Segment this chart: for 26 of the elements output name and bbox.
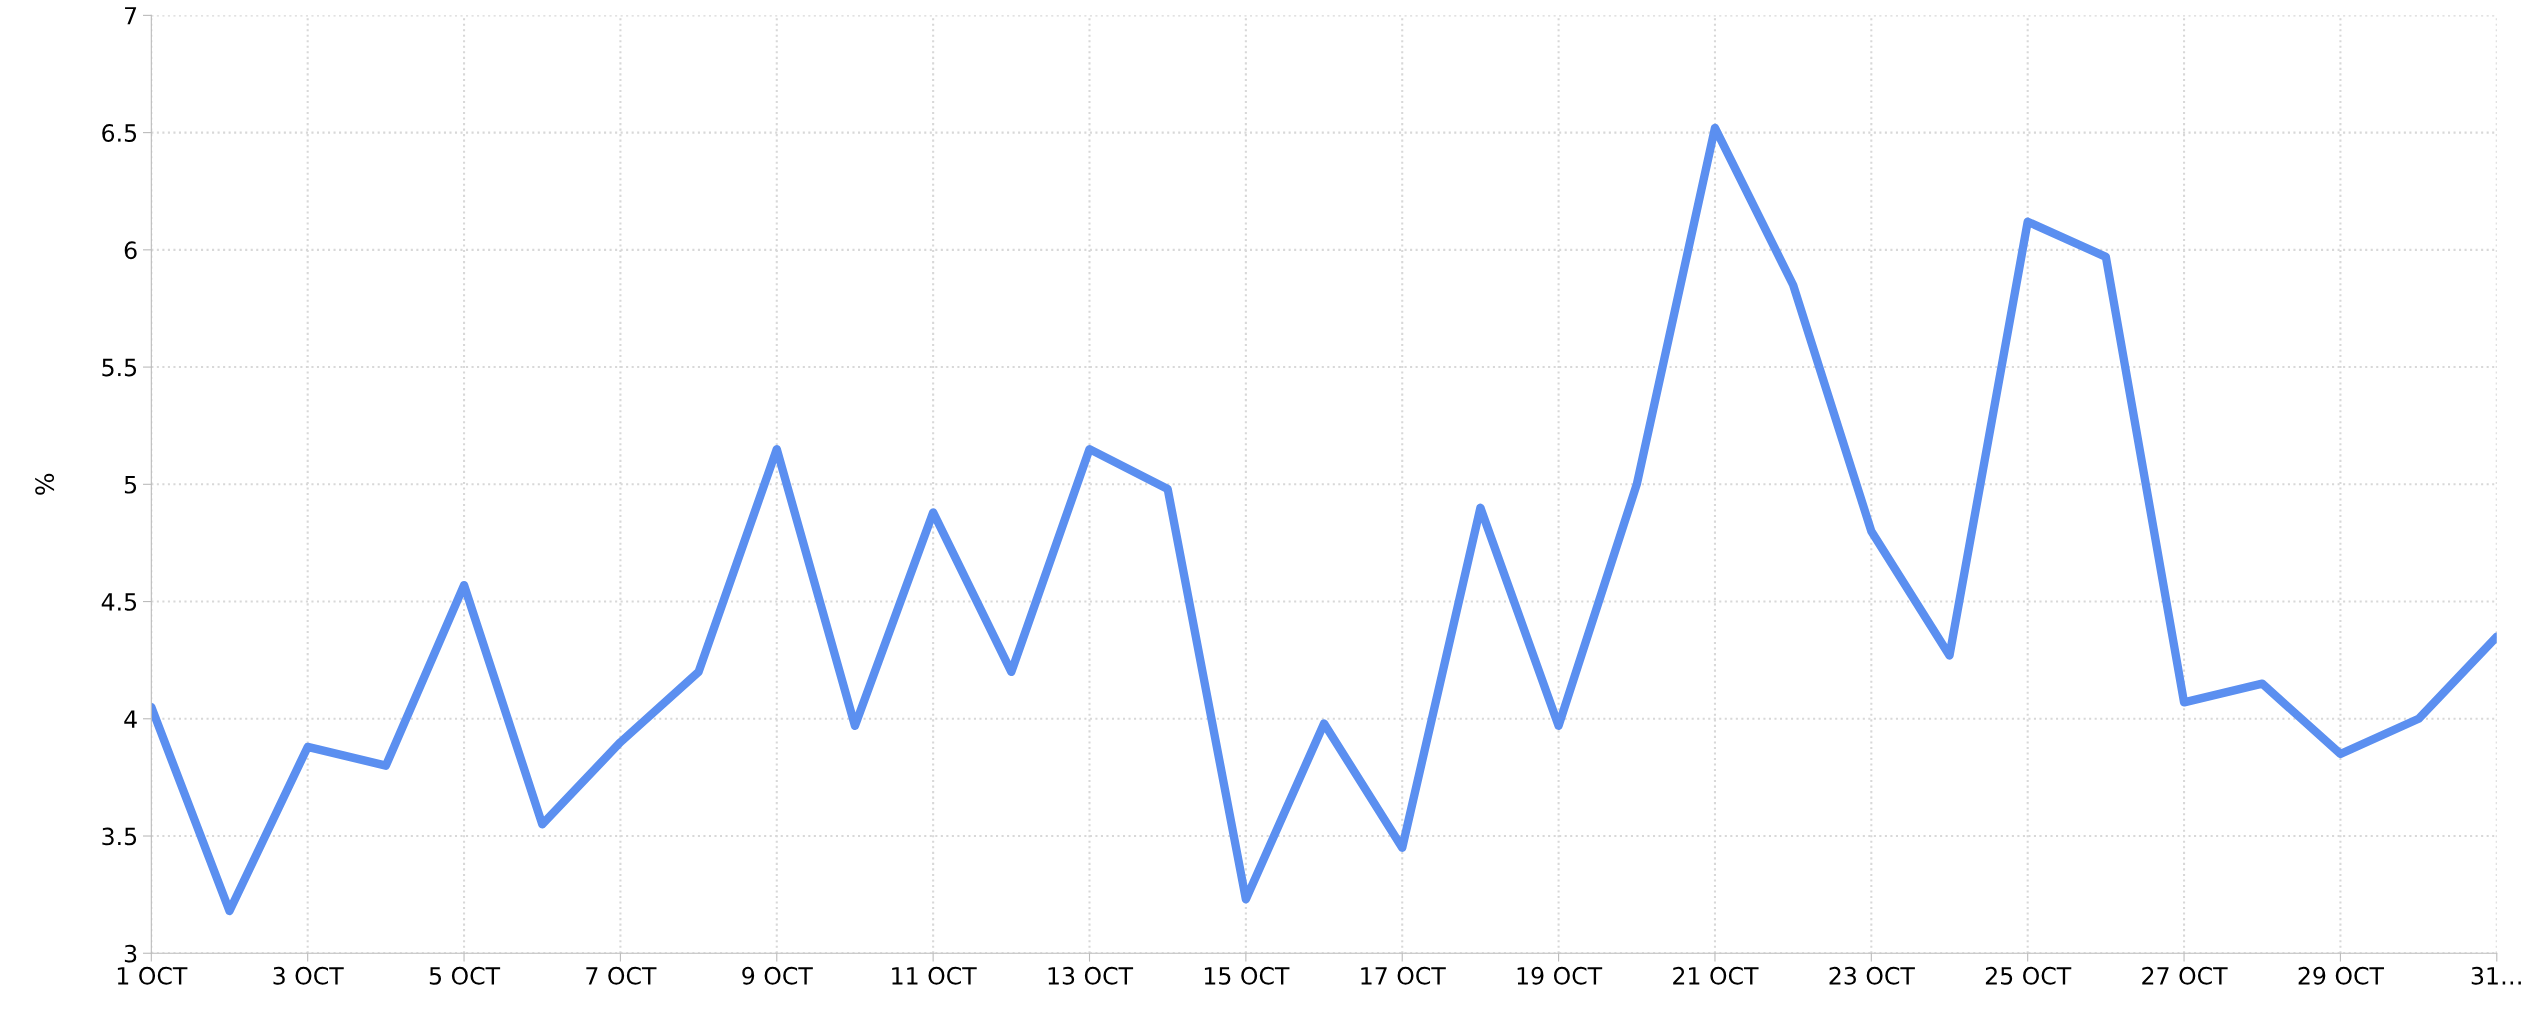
- x-tick-label: 5 OCT: [429, 966, 501, 985]
- x-tick-label: 27 OCT: [2142, 966, 2228, 985]
- x-tick-label: 23 OCT: [1829, 966, 1915, 985]
- x-tick-label: 19 OCT: [1517, 966, 1603, 985]
- y-tick-label: 5: [124, 476, 137, 494]
- x-tick-label: 11 OCT: [892, 966, 977, 985]
- x-tick-label: 21 OCT: [1673, 966, 1759, 985]
- x-tick-label: 13 OCT: [1048, 966, 1134, 985]
- x-tick-label: 15 OCT: [1204, 966, 1290, 985]
- x-tick-label: 9 OCT: [742, 966, 813, 985]
- y-tick-label: 4.5: [101, 593, 137, 611]
- x-tick-label: 7 OCT: [586, 966, 657, 985]
- y-tick-label: 5.5: [102, 358, 137, 377]
- x-tick-label: 17 OCT: [1361, 966, 1446, 985]
- y-tick-label: 3.5: [102, 827, 137, 846]
- x-tick-label: 3 OCT: [273, 966, 344, 985]
- x-tick-label: 31…: [2471, 966, 2521, 985]
- y-tick-label: 6.5: [102, 124, 137, 142]
- y-tick-label: 7: [125, 7, 137, 25]
- x-tick-label: 25 OCT: [1985, 966, 2072, 985]
- y-tick-label: 4: [124, 710, 137, 728]
- x-tick-label: 1 OCT: [117, 966, 188, 985]
- y-axis-title: %: [35, 473, 55, 495]
- y-tick-label: 6: [124, 241, 137, 260]
- x-tick-label: 29 OCT: [2298, 966, 2385, 985]
- y-tick-label: 3: [124, 944, 137, 963]
